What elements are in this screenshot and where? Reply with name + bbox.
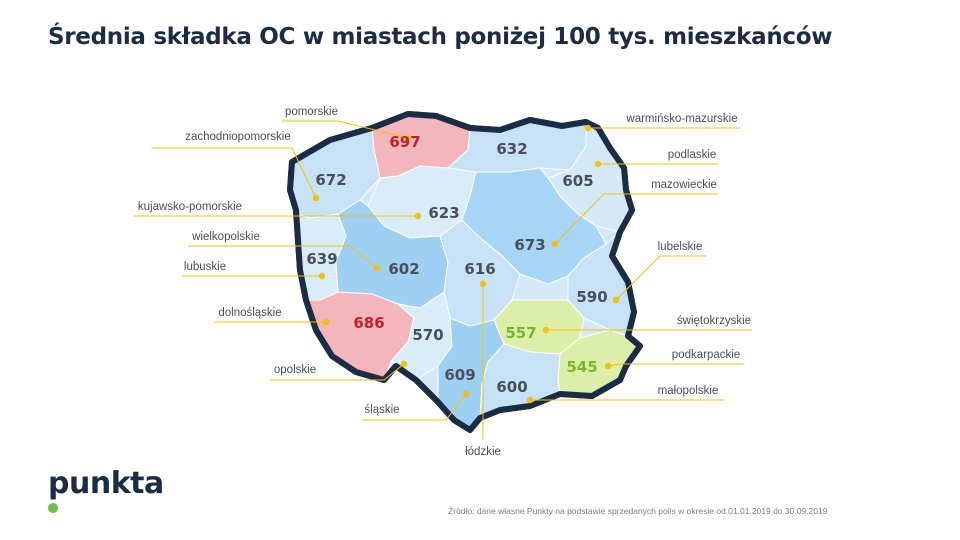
leader-dot-swietokrzyskie (542, 326, 550, 334)
leader-line-podkarpackie (607, 363, 744, 367)
region-label-mazowieckie: mazowieckie (651, 179, 717, 191)
region-label-kujawsko-pomorskie: kujawsko-pomorskie (138, 201, 242, 213)
leader-dot-malopolskie (526, 396, 534, 404)
region-label-podkarpackie: podkarpackie (672, 349, 740, 361)
region-value-dolnoslaskie: 686 (353, 314, 384, 332)
callout-opolskie: opolskie 570 (270, 326, 444, 381)
region-label-pomorskie: pomorskie (285, 106, 338, 118)
callout-wielkopolskie: wielkopolskie 602 (188, 231, 420, 278)
leader-dot-opolskie (400, 360, 408, 368)
callout-malopolskie: małopolskie 600 (496, 378, 724, 404)
leader-dot-podlaskie (594, 160, 602, 168)
region-label-swietokrzyskie: świętokrzyskie (677, 315, 751, 327)
leader-dot-wielkopolskie (373, 264, 381, 272)
region-value-kujawsko-pomorskie: 623 (428, 204, 459, 222)
region-label-podlaskie: podlaskie (668, 149, 717, 161)
callout-dolnoslaskie: dolnośląskie 686 (214, 307, 385, 332)
leader-line-mazowieckie (554, 193, 718, 245)
region-value-podlaskie: 605 (562, 172, 593, 190)
callout-mazowieckie: mazowieckie 673 (514, 179, 718, 254)
region-value-slaskie: 609 (444, 366, 475, 384)
region-value-opolskie: 570 (412, 326, 443, 344)
callout-slaskie: śląskie 609 (362, 366, 476, 421)
region-label-opolskie: opolskie (274, 364, 316, 376)
logo-dot (48, 503, 58, 513)
leader-dot-lubuskie (318, 272, 326, 280)
source-note: Źródło: dane własne Punkty na podstawie … (448, 506, 828, 516)
region-label-slaskie: śląskie (364, 404, 399, 416)
leader-dot-zachodniopomorskie (312, 194, 320, 202)
leader-dot-pomorskie (404, 134, 412, 142)
leader-dot-lodzkie (479, 280, 487, 288)
callout-podlaskie: podlaskie 605 (562, 149, 718, 190)
callout-lodzkie: łódzkie 616 (464, 260, 501, 458)
region-label-wielkopolskie: wielkopolskie (191, 231, 260, 243)
region-value-zachodniopomorskie: 672 (315, 171, 346, 189)
region-value-lubelskie: 590 (576, 288, 607, 306)
leader-line-opolskie (270, 363, 405, 381)
callout-swietokrzyskie: świętokrzyskie 557 (505, 315, 752, 342)
region-label-warminsko-mazurskie: warmińsko-mazurskie (625, 113, 737, 125)
country-border (287, 111, 643, 433)
region-label-malopolskie: małopolskie (658, 385, 719, 397)
leader-dot-kujawsko-pomorskie (414, 212, 422, 220)
callout-warminsko-mazurskie: warmińsko-mazurskie 632 (496, 113, 740, 158)
leader-dot-podkarpackie (604, 362, 612, 370)
region-value-mazowieckie: 673 (514, 236, 545, 254)
leader-line-wielkopolskie (188, 245, 378, 269)
leader-line-lubelskie (615, 255, 706, 301)
callout-lubuskie: lubuskie 639 (182, 250, 338, 280)
leader-line-zachodniopomorskie (152, 147, 317, 199)
region-value-wielkopolskie: 602 (388, 260, 419, 278)
region-value-swietokrzyskie: 557 (505, 324, 536, 342)
callout-pomorskie: pomorskie 697 (282, 106, 421, 151)
region-value-podkarpackie: 545 (566, 358, 597, 376)
leader-dot-warminsko-mazurskie (584, 124, 592, 132)
punkta-logo[interactable]: punkta (48, 466, 164, 501)
region-label-dolnoslaskie: dolnośląskie (218, 307, 281, 319)
page-title: Średnia składka OC w miastach poniżej 10… (48, 24, 833, 50)
region-value-lubuskie: 639 (306, 250, 337, 268)
region-label-lubuskie: lubuskie (184, 261, 226, 273)
leader-dot-mazowieckie (551, 240, 559, 248)
region-value-pomorskie: 697 (389, 133, 420, 151)
region-value-warminsko-mazurskie: 632 (496, 140, 527, 158)
leader-line-pomorskie (282, 120, 409, 139)
leader-line-slaskie (362, 393, 467, 421)
region-label-lodzkie: łódzkie (465, 446, 501, 458)
callout-lubelskie: lubelskie 590 (576, 241, 706, 306)
callout-zachodniopomorskie: zachodniopomorskie 672 (152, 131, 347, 202)
region-label-lubelskie: lubelskie (658, 241, 703, 253)
callout-podkarpackie: podkarpackie 545 (566, 349, 744, 376)
region-opolskie[interactable] (391, 291, 453, 381)
region-label-zachodniopomorskie: zachodniopomorskie (185, 131, 290, 143)
callout-kujawsko-pomorskie: kujawsko-pomorskie 623 (134, 201, 460, 222)
leader-dot-lubelskie (612, 296, 620, 304)
leader-dot-slaskie (462, 390, 470, 398)
region-value-lodzkie: 616 (464, 260, 495, 278)
leader-dot-dolnoslaskie (322, 318, 330, 326)
region-value-malopolskie: 600 (496, 378, 527, 396)
